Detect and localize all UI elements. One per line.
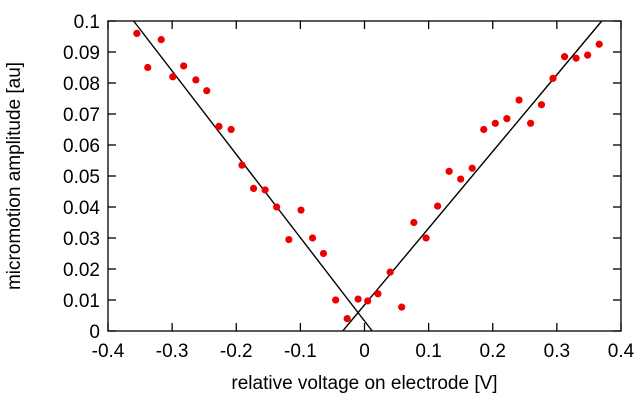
data-point [319, 249, 328, 258]
data-point [273, 203, 281, 211]
data-point [480, 125, 488, 134]
data-point [354, 295, 362, 303]
data-point [572, 54, 580, 62]
y-tick-label: 0.08 [63, 74, 100, 95]
data-point [398, 303, 406, 311]
data-point [491, 119, 499, 127]
x-axis-ticks: -0.4 -0.3 -0.2 -0.1 0 0.1 0.2 0.3 0.4 [92, 21, 635, 362]
x-tick-label: 0 [359, 341, 370, 362]
data-point [144, 63, 152, 72]
y-tick-label: 0.06 [63, 136, 100, 157]
data-point [238, 161, 246, 169]
data-point [537, 101, 546, 109]
data-points [133, 29, 603, 323]
y-tick-label: 0.04 [63, 198, 100, 219]
data-point [503, 115, 511, 123]
data-point [332, 296, 340, 304]
data-point [203, 87, 211, 95]
data-point [468, 164, 476, 172]
y-tick-label: 0.05 [63, 167, 100, 188]
y-axis-title: micromotion amplitude [au] [4, 62, 25, 290]
data-point [410, 218, 418, 227]
y-tick-label: 0 [89, 322, 100, 343]
fit-line [342, 20, 603, 332]
data-point [422, 234, 430, 242]
data-point [445, 167, 453, 175]
y-tick-label: 0.01 [63, 291, 100, 312]
data-point [157, 36, 165, 44]
data-point [595, 40, 603, 48]
y-axis-ticks: 0 0.01 0.02 0.03 0.04 0.05 0.06 0.07 0.08 0.09 0.1 [63, 12, 621, 343]
x-tick-label: 0.4 [608, 341, 635, 362]
data-point [285, 235, 293, 244]
data-point [364, 297, 372, 305]
data-point [308, 234, 317, 242]
data-point [261, 186, 269, 194]
x-tick-label: -0.4 [92, 341, 125, 362]
x-tick-label: -0.3 [156, 341, 189, 362]
y-tick-label: 0.09 [63, 43, 100, 64]
data-point [374, 290, 382, 298]
data-point [584, 51, 592, 59]
x-tick-label: 0.2 [480, 341, 506, 362]
data-point [249, 184, 258, 192]
data-point [457, 175, 465, 183]
data-point [215, 122, 223, 130]
data-point [549, 74, 557, 82]
data-point [180, 62, 188, 70]
x-tick-label: 0.3 [544, 341, 570, 362]
fit-lines [133, 20, 603, 332]
data-point [434, 202, 442, 210]
data-point [386, 268, 394, 276]
y-tick-label: 0.03 [63, 229, 100, 250]
data-point [560, 53, 569, 61]
data-point [297, 206, 305, 214]
data-point [169, 73, 177, 81]
x-tick-label: 0.1 [415, 341, 441, 362]
x-tick-label: -0.1 [284, 341, 317, 362]
y-tick-label: 0.02 [63, 260, 100, 281]
fit-line [133, 20, 373, 332]
y-tick-label: 0.1 [74, 12, 100, 33]
data-point [133, 29, 141, 37]
data-point [343, 315, 351, 323]
x-tick-label: -0.2 [220, 341, 253, 362]
x-axis-title: relative voltage on electrode [V] [231, 373, 497, 394]
data-point [227, 125, 235, 134]
data-point [192, 76, 200, 84]
y-tick-label: 0.07 [63, 105, 100, 126]
data-point [515, 96, 523, 104]
data-point [526, 119, 535, 127]
